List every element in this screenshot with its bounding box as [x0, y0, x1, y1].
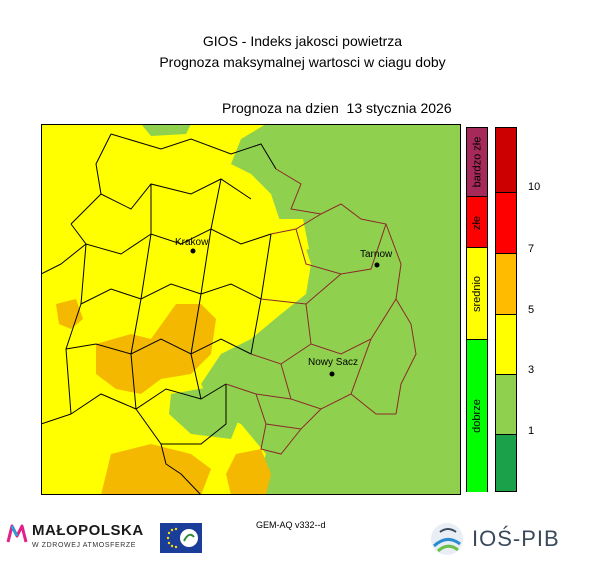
green-zone: [201, 124, 461, 495]
orange-zone-west: [56, 299, 83, 329]
band-bardzo-zle: bardzo złe: [467, 128, 487, 196]
city-marker-nowy-sacz: Nowy Sacz: [308, 357, 358, 377]
map-frame: [41, 124, 461, 495]
forecast-map: Krakow Tarnow Nowy Sacz: [41, 124, 461, 495]
scale-cell-3: [496, 314, 516, 374]
city-label-krakow: Krakow: [175, 237, 209, 248]
city-label-tarnow: Tarnow: [360, 249, 393, 260]
orange-zone-southeast: [226, 449, 271, 495]
band-srednio: srednio: [467, 247, 487, 340]
iospib-logo: IOŚ-PIB: [428, 520, 568, 560]
forecast-date: Prognoza na dzien 13 stycznia 2026: [222, 100, 452, 116]
scale-cell-4: [496, 253, 516, 314]
band-zle: złe: [467, 196, 487, 248]
model-version-label: GEM-AQ v332--d: [256, 520, 326, 530]
band-dobrze: dobrze: [467, 339, 487, 492]
scale-cell-1: [496, 434, 516, 491]
city-label-nowy-sacz: Nowy Sacz: [308, 357, 358, 368]
page-subtitle: Prognoza maksymalnej wartosci w ciagu do…: [159, 54, 446, 70]
scale-tick-10: 10: [528, 181, 541, 193]
green-zone-north: [141, 124, 191, 136]
scale-tick-7: 7: [528, 243, 535, 255]
scale-tick-3: 3: [528, 364, 535, 376]
scale-cell-2: [496, 374, 516, 434]
iospib-mark-icon: [431, 523, 463, 555]
malopolska-logo: MAŁOPOLSKA W ZDROWEJ ATMOSFERZE: [6, 520, 156, 560]
scale-tick-1: 1: [528, 425, 535, 437]
forecast-map-svg: Krakow Tarnow Nowy Sacz: [41, 124, 461, 495]
index-color-scale: [495, 127, 517, 492]
city-marker-krakow: Krakow: [175, 237, 209, 254]
county-borders: [41, 133, 277, 495]
orange-zone-center: [96, 304, 216, 394]
malopolska-mark-icon: [6, 524, 28, 543]
scale-cell-6: [496, 128, 516, 192]
page-title: GIOS - Indeks jakosci powietrza: [202, 33, 403, 49]
orange-zone-south: [101, 444, 211, 495]
city-marker-tarnow: Tarnow: [360, 249, 393, 268]
province-borders: [225, 168, 417, 455]
eu-stars-icon: [166, 527, 198, 549]
eu-life-logo: [160, 523, 202, 553]
scale-tick-5: 5: [528, 304, 535, 316]
green-zone-south: [169, 386, 241, 439]
scale-cell-5: [496, 192, 516, 253]
yellow-island: [271, 219, 309, 254]
quality-band-legend: bardzo złe złe srednio dobrze: [466, 127, 488, 492]
